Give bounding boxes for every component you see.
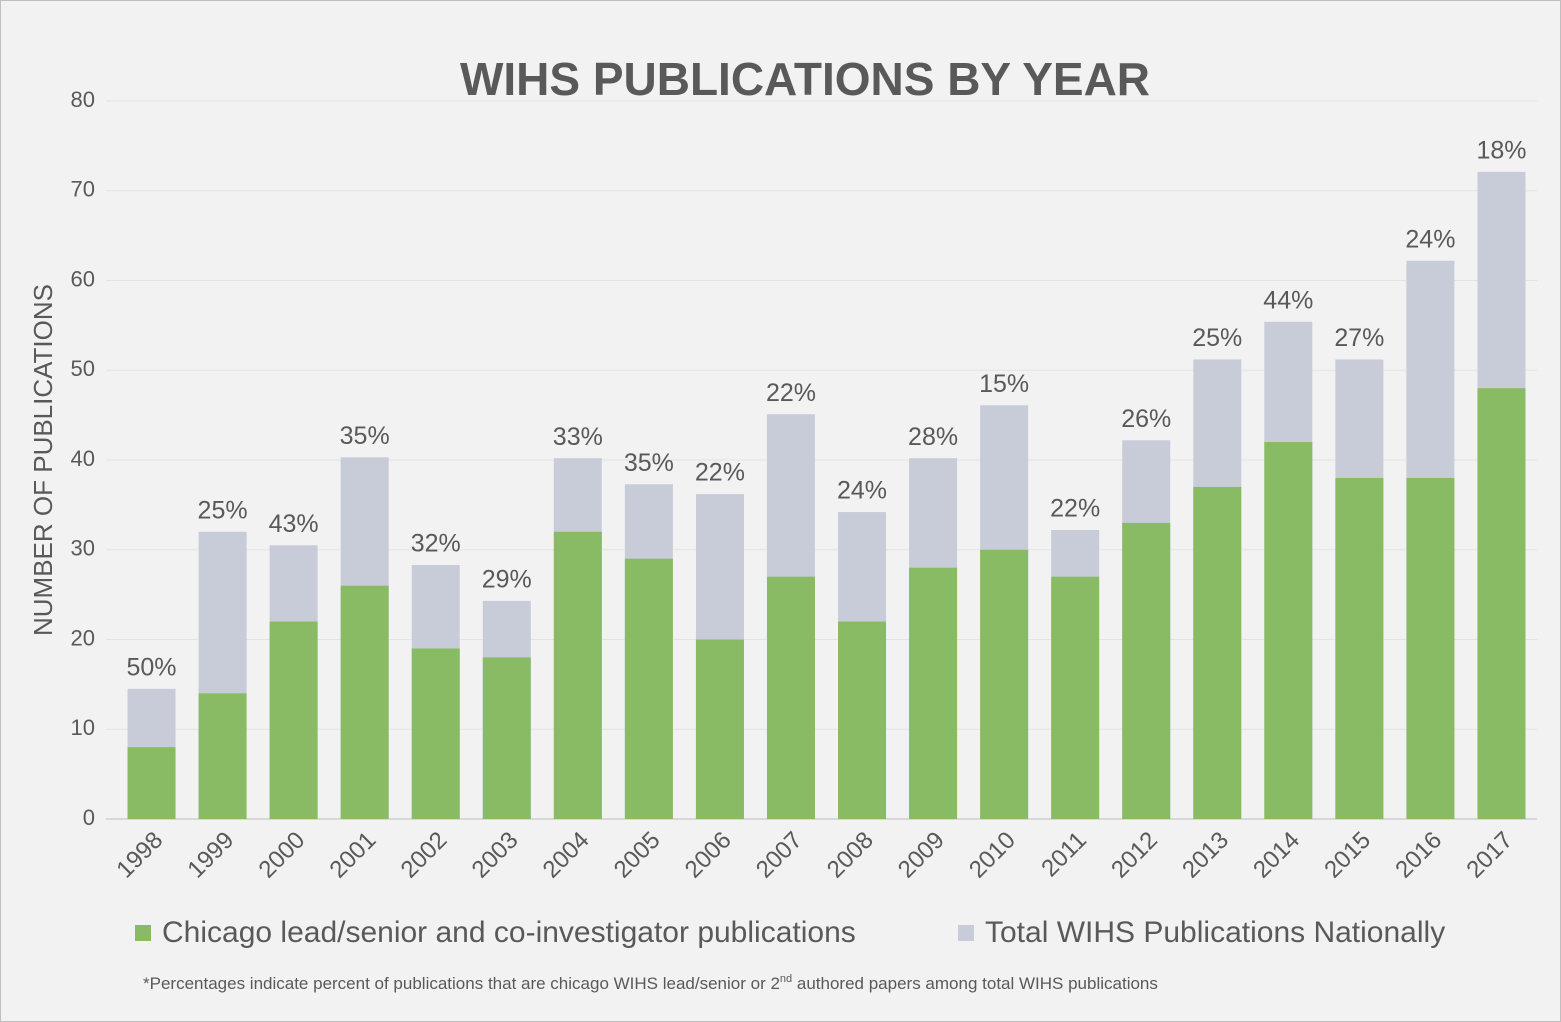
bar [1264, 442, 1313, 819]
bar [1193, 486, 1242, 819]
bar [1122, 522, 1171, 819]
footnote-part: *Percentages indicate percent of publica… [143, 974, 780, 993]
bar [553, 531, 602, 819]
data-label: 25% [198, 496, 248, 524]
data-label: 44% [1263, 286, 1313, 314]
data-label: 35% [624, 449, 674, 477]
data-label: 15% [979, 370, 1029, 398]
data-label: 50% [127, 653, 177, 681]
y-tick-label: 70 [71, 177, 95, 202]
legend-label: Chicago lead/senior and co-investigator … [162, 916, 856, 949]
data-label: 26% [1121, 405, 1171, 433]
data-label: 22% [766, 379, 816, 407]
bar [624, 558, 673, 819]
bar [269, 621, 318, 819]
legend-swatch [958, 925, 974, 941]
chart-title: WIHS PUBLICATIONS BY YEAR [460, 53, 1150, 105]
data-label: 29% [482, 566, 532, 594]
data-label: 35% [340, 422, 390, 450]
data-label: 33% [553, 423, 603, 451]
y-tick-label: 40 [71, 446, 95, 471]
data-label: 27% [1334, 324, 1384, 352]
bar [127, 747, 176, 819]
bar [482, 657, 531, 819]
y-tick-label: 30 [71, 536, 95, 561]
bar [695, 639, 744, 819]
bar [838, 621, 887, 819]
data-label: 25% [1192, 324, 1242, 352]
data-label: 28% [908, 423, 958, 451]
legend-swatch [135, 925, 151, 941]
data-label: 22% [1050, 495, 1100, 523]
bar [1051, 576, 1100, 819]
y-tick-label: 80 [71, 87, 95, 112]
y-tick-label: 10 [71, 715, 95, 740]
y-tick-label: 50 [71, 356, 95, 381]
y-tick-label: 60 [71, 266, 95, 291]
bar [766, 576, 815, 819]
data-label: 32% [411, 530, 461, 558]
bar [340, 585, 389, 819]
footnote: *Percentages indicate percent of publica… [143, 973, 1158, 994]
bar [1477, 388, 1526, 819]
footnote-part: authored papers among total WIHS publica… [792, 974, 1158, 993]
y-tick-label: 0 [83, 805, 95, 830]
bar [1406, 477, 1455, 819]
data-label: 22% [695, 459, 745, 487]
bar [411, 648, 460, 819]
y-axis-label: NUMBER OF PUBLICATIONS [28, 284, 58, 636]
footnote-sup: nd [780, 973, 792, 985]
y-tick-label: 20 [71, 625, 95, 650]
bar [909, 567, 958, 819]
data-label: 24% [837, 477, 887, 505]
data-label: 43% [269, 510, 319, 538]
data-label: 24% [1405, 225, 1455, 253]
bar [1335, 477, 1384, 819]
legend-label: Total WIHS Publications Nationally [985, 916, 1445, 949]
data-label: 18% [1476, 137, 1526, 165]
bar [198, 693, 247, 819]
bar [980, 549, 1029, 819]
